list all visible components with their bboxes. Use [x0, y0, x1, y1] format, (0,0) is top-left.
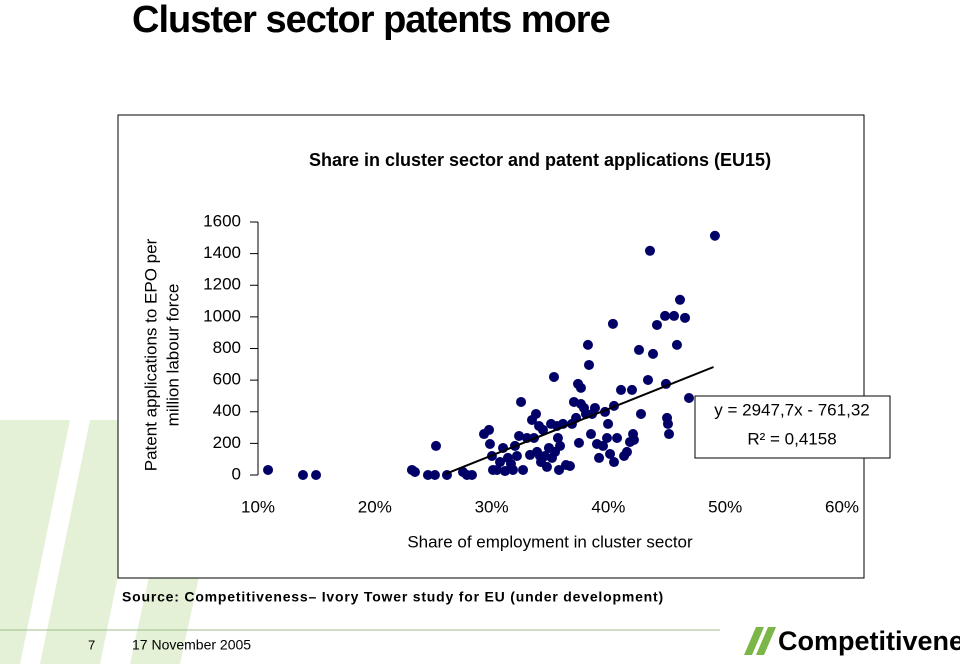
data-point	[626, 384, 637, 395]
logo: Competitiveness	[778, 626, 960, 656]
data-point	[548, 371, 559, 382]
x-tick-label: 10%	[241, 497, 275, 516]
data-point	[601, 432, 612, 443]
data-point	[605, 448, 616, 459]
data-point	[263, 464, 274, 475]
data-point	[621, 446, 632, 457]
data-point	[609, 457, 620, 468]
data-point	[573, 437, 584, 448]
y-tick-label: 800	[213, 338, 241, 357]
trend-line	[444, 366, 714, 476]
data-point	[422, 470, 433, 480]
y-tick-label: 400	[213, 401, 241, 420]
data-point	[491, 464, 502, 475]
x-tick-label: 30%	[475, 497, 509, 516]
data-point	[311, 470, 322, 480]
x-tick-label: 40%	[591, 497, 625, 516]
data-point	[516, 396, 527, 407]
data-point	[537, 424, 548, 435]
data-point	[628, 434, 639, 445]
data-point	[660, 310, 671, 321]
data-point	[680, 312, 691, 323]
data-point	[584, 359, 595, 370]
data-point	[671, 339, 682, 350]
y-tick-label: 1400	[203, 243, 241, 262]
x-axis-label: Share of employment in cluster sector	[407, 532, 693, 551]
data-point	[511, 451, 522, 462]
y-tick-label: 0	[232, 464, 241, 483]
data-point	[607, 318, 618, 329]
plot: 0 200 400 600 800 1000 1200 1400 1600 10% 20% 30% 40…	[203, 211, 859, 516]
data-point	[495, 457, 506, 468]
data-point	[648, 348, 659, 359]
data-point	[635, 408, 646, 419]
x-tick-label: 50%	[708, 497, 742, 516]
chart-frame	[117, 114, 865, 579]
data-point	[431, 440, 442, 451]
data-point	[484, 439, 495, 450]
y-tick-label: 600	[213, 370, 241, 389]
data-point	[616, 384, 627, 395]
data-point	[564, 460, 575, 471]
equation-box	[694, 395, 891, 459]
data-point	[669, 310, 680, 321]
data-point	[642, 374, 653, 385]
data-point	[598, 440, 609, 451]
data-point	[612, 432, 623, 443]
trend-equation: y = 2947,7x - 761,32	[714, 400, 869, 419]
y-tick-label: 1000	[203, 306, 241, 325]
data-point	[664, 429, 675, 440]
y-tick-label: 1600	[203, 211, 241, 230]
logo-mark	[744, 627, 776, 655]
data-point	[514, 430, 525, 441]
data-point	[674, 294, 685, 305]
data-point	[634, 344, 645, 355]
r-squared: R² = 0,4158	[747, 429, 836, 448]
x-tick-label: 60%	[825, 497, 859, 516]
data-point	[709, 230, 720, 241]
data-point	[644, 245, 655, 256]
data-point	[603, 418, 614, 429]
data-point	[585, 429, 596, 440]
data-point	[409, 466, 420, 477]
data-point	[541, 461, 552, 472]
data-point	[518, 464, 529, 475]
data-point	[662, 418, 673, 429]
data-point	[575, 382, 586, 393]
data-point	[651, 319, 662, 330]
data-point	[552, 432, 563, 443]
data-point	[555, 440, 566, 451]
data-point	[500, 466, 511, 477]
data-point	[484, 424, 495, 435]
data-point	[297, 470, 308, 480]
data-point	[582, 339, 593, 350]
data-point	[594, 452, 605, 463]
slide-title: Cluster sector patents more	[132, 0, 610, 41]
data-point	[683, 392, 694, 403]
y-axis-label: million labour force	[163, 284, 182, 427]
data-point	[429, 470, 440, 480]
data-point	[466, 470, 477, 480]
x-tick-label: 20%	[358, 497, 392, 516]
source-note: Source: Competitiveness– Ivory Tower stu…	[122, 589, 664, 605]
y-tick-label: 1200	[203, 275, 241, 294]
chart-title: Share in cluster sector and patent appli…	[309, 150, 771, 170]
page-number: 7	[88, 637, 95, 652]
data-point	[553, 464, 564, 475]
y-axis-label: Patent applications to EPO per	[141, 238, 160, 471]
footer-date: 17 November 2005	[132, 637, 251, 653]
data-point	[589, 402, 600, 413]
data-point	[507, 464, 518, 475]
data-point	[530, 408, 541, 419]
y-tick-label: 200	[213, 433, 241, 452]
